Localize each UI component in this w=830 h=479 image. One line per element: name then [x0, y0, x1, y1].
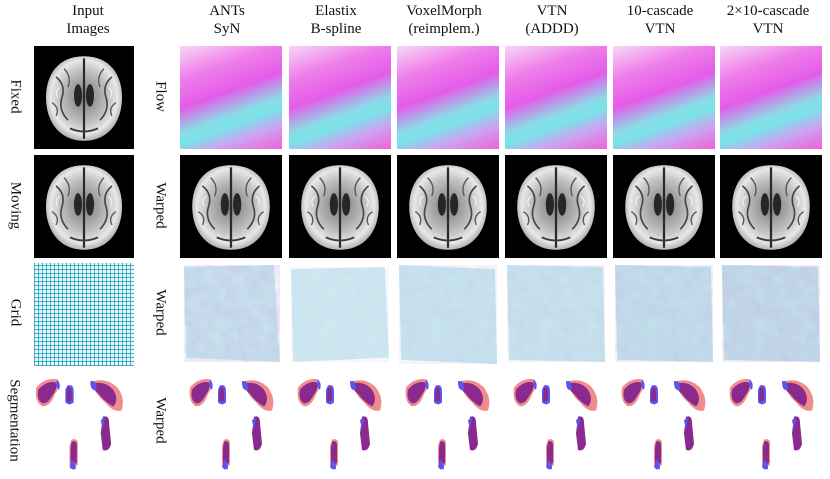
- warped-segmentation-voxelmorph: [400, 371, 500, 475]
- warped-segmentation-2x10-cascade: [724, 371, 824, 475]
- warped-grid-voxelmorph: [397, 263, 499, 366]
- flow-field-ants: [180, 46, 282, 149]
- row-label-segmentation: Segmentation: [6, 379, 23, 462]
- warped-image-2x10-cascade: [720, 155, 822, 258]
- warped-grid-elastix: [289, 263, 391, 366]
- column-header-2x10-cascade: 2×10-cascade VTN: [726, 3, 810, 37]
- column-header-10-cascade: 10-cascade VTN: [626, 3, 694, 37]
- flow-field-10-cascade: [613, 46, 715, 149]
- column-header-elastix: Elastix B-spline: [310, 3, 362, 37]
- row-label-warped-image: Warped: [152, 182, 169, 229]
- warped-segmentation-ants: [184, 371, 284, 475]
- warped-image-10-cascade: [613, 155, 715, 258]
- column-header-vtn: VTN (ADDD): [525, 3, 579, 37]
- warped-grid-10-cascade: [613, 263, 715, 366]
- warped-image-ants: [180, 155, 282, 258]
- warped-segmentation-vtn: [508, 371, 608, 475]
- row-label-moving: Moving: [7, 181, 24, 230]
- row-label-warped-grid: Warped: [152, 289, 169, 336]
- warped-grid-ants: [180, 263, 282, 366]
- warped-image-vtn: [505, 155, 607, 258]
- column-header-ants: ANTs SyN: [209, 3, 245, 37]
- flow-field-elastix: [289, 46, 391, 149]
- warped-grid-2x10-cascade: [720, 263, 822, 366]
- fixed-brain-image: [34, 46, 134, 149]
- warped-image-voxelmorph: [397, 155, 499, 258]
- row-label-fixed: Fixed: [7, 79, 24, 114]
- column-header-voxelmorph: VoxelMorph (reimplem.): [406, 3, 482, 37]
- flow-field-vtn: [505, 46, 607, 149]
- row-label-warped-segmentation: Warped: [152, 397, 169, 444]
- warped-segmentation-10-cascade: [616, 371, 716, 475]
- segmentation-image: [30, 371, 134, 475]
- flow-field-voxelmorph: [397, 46, 499, 149]
- flow-field-2x10-cascade: [720, 46, 822, 149]
- moving-brain-image: [34, 155, 134, 258]
- warped-grid-vtn: [505, 263, 607, 366]
- warped-image-elastix: [289, 155, 391, 258]
- regular-grid-image: [34, 263, 134, 366]
- warped-segmentation-elastix: [292, 371, 392, 475]
- row-label-flow: Flow: [152, 81, 169, 112]
- column-header-input: Input Images: [66, 3, 110, 37]
- row-label-grid: Grid: [7, 298, 24, 327]
